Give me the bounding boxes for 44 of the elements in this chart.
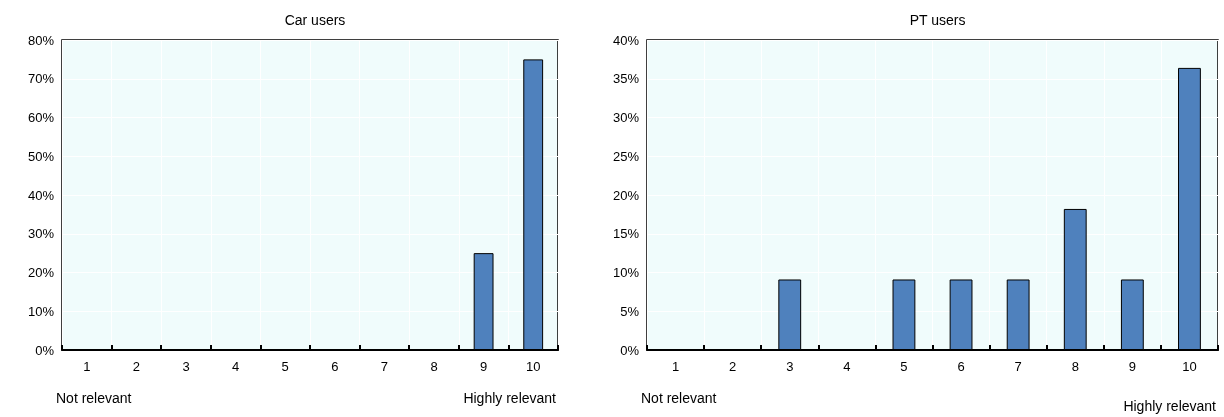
y-tick-label: 20%: [612, 187, 640, 203]
y-tick-label: 30%: [612, 110, 640, 125]
x-tick-label: 8: [430, 359, 438, 374]
y-tick-label: 0%: [35, 342, 55, 358]
x-tick-label: 7: [1014, 359, 1022, 374]
x-tick-label: 10: [525, 359, 541, 374]
x-tick-label: 5: [900, 359, 908, 374]
x-tick-label: 3: [182, 359, 190, 374]
text: Not relevant: [56, 390, 132, 406]
x-tick-label: 1: [83, 359, 91, 374]
x-tick-label: 6: [331, 359, 339, 374]
text: Not relevant: [641, 390, 717, 406]
y-tick-label: 0%: [620, 342, 640, 358]
y-tick-label: 35%: [612, 71, 640, 87]
y-tick-label: 5%: [620, 303, 640, 319]
y-tick-label: 40%: [612, 32, 640, 48]
x-tick-label: 7: [380, 359, 389, 374]
y-tick-label: 30%: [27, 226, 55, 242]
x-tick-label: 9: [1128, 359, 1136, 374]
x-tick-label: 10: [1182, 359, 1197, 374]
x-tick-label: 8: [1071, 359, 1079, 374]
x-tick-label: 3: [786, 359, 794, 374]
x-tick-label: 2: [729, 359, 737, 374]
x-tick-label: 2: [132, 359, 141, 374]
chart-title: Car users: [284, 12, 346, 28]
x-tick-label: 1: [671, 359, 680, 374]
y-tick-label: 20%: [27, 265, 55, 280]
chart-title: PT users: [909, 12, 966, 28]
y-tick-label: 60%: [27, 110, 55, 125]
x-tick-label: 4: [231, 359, 240, 374]
x-tick-label: 4: [843, 359, 851, 374]
y-tick-label: 25%: [612, 148, 640, 164]
x-tick-label: 9: [479, 359, 488, 374]
y-tick-label: 80%: [27, 32, 55, 48]
y-tick-label: 50%: [27, 148, 55, 164]
x-tick-label: 5: [281, 359, 289, 374]
y-tick-label: 70%: [27, 71, 55, 87]
y-tick-label: 10%: [612, 265, 640, 280]
text: Highly relevant: [463, 390, 557, 406]
y-tick-label: 10%: [27, 303, 55, 319]
y-tick-label: 40%: [27, 187, 55, 203]
text: Highly relevant: [1123, 398, 1217, 414]
y-tick-label: 15%: [612, 226, 640, 242]
x-tick-label: 6: [957, 359, 965, 374]
